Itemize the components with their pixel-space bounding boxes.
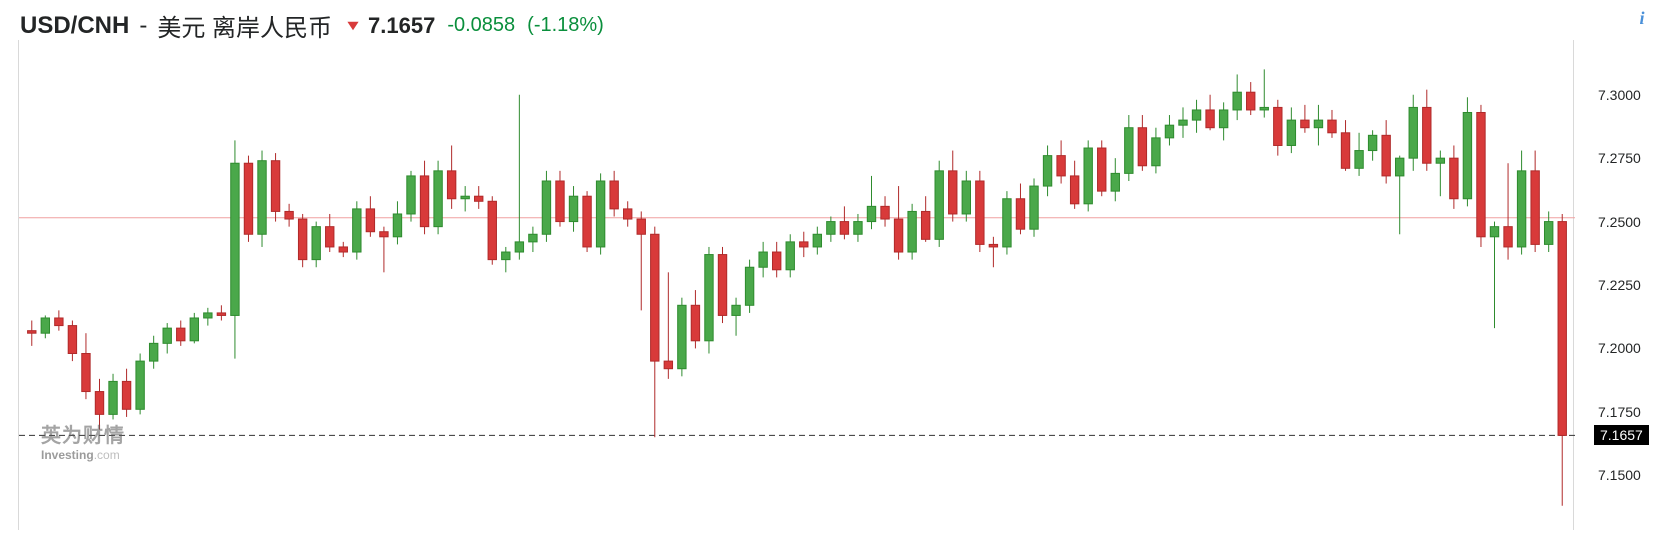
- y-tick-label: 7.3000: [1598, 87, 1641, 103]
- last-price: 7.1657: [368, 13, 435, 39]
- pair-name: 美元 离岸人民币: [157, 8, 332, 43]
- watermark-cn: 英为财情: [41, 419, 125, 448]
- y-tick-label: 7.1750: [1598, 404, 1641, 420]
- change-percent: (-1.18%): [527, 14, 604, 37]
- watermark: 英为财情 Investing.com: [41, 419, 125, 462]
- watermark-en: Investing.com: [41, 448, 125, 462]
- y-tick-label: 7.2250: [1598, 277, 1641, 293]
- y-tick-label: 7.2000: [1598, 340, 1641, 356]
- chart-container: 英为财情 Investing.com 7.1500 7.1750 7.2000 7.2…: [18, 40, 1654, 534]
- y-tick-label: 7.2500: [1598, 214, 1641, 230]
- y-tick-label: 7.2750: [1598, 150, 1641, 166]
- y-tick-label: 7.1500: [1598, 467, 1641, 483]
- candlestick-plot[interactable]: 英为财情 Investing.com: [18, 40, 1574, 530]
- header-separator: -: [139, 12, 147, 40]
- ticker-symbol: USD/CNH: [20, 12, 129, 40]
- arrow-down-icon: [346, 19, 360, 33]
- change-absolute: -0.0858: [447, 14, 515, 37]
- y-axis: 7.1500 7.1750 7.2000 7.2250 7.2500 7.2750 7.30…: [1594, 40, 1654, 530]
- current-price-tag: 7.1657: [1594, 425, 1649, 445]
- info-icon[interactable]: i: [1630, 6, 1654, 30]
